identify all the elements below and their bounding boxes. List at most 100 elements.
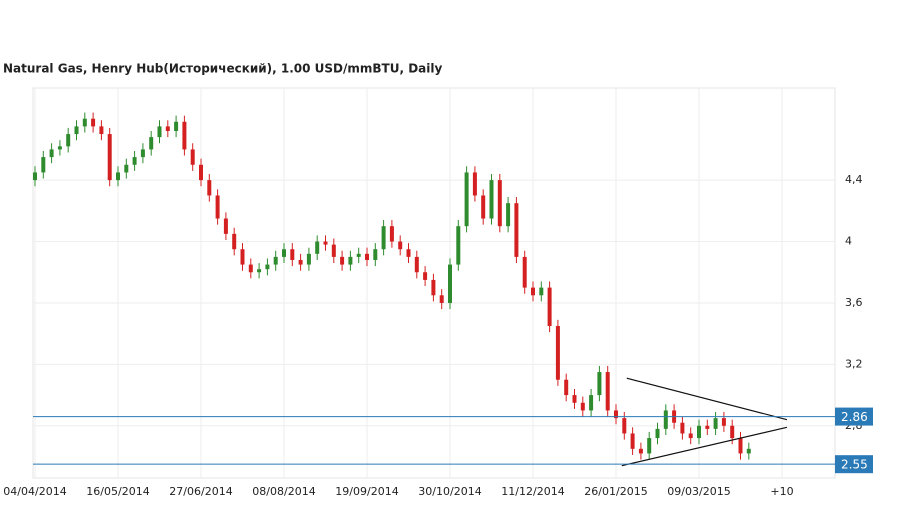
candle-body bbox=[439, 295, 444, 303]
trend-line bbox=[626, 377, 788, 421]
candle-body bbox=[713, 418, 718, 429]
candle-body bbox=[580, 402, 585, 411]
candle-body bbox=[33, 172, 37, 181]
x-tick-label: 27/06/2014 bbox=[169, 485, 232, 498]
candle-body bbox=[531, 287, 535, 296]
candle-body bbox=[647, 438, 652, 454]
candle-body bbox=[323, 241, 328, 245]
candle-body bbox=[99, 126, 104, 135]
candle-body bbox=[597, 372, 602, 396]
x-tick-label: 09/03/2015 bbox=[667, 485, 730, 498]
x-tick-label: 16/05/2014 bbox=[86, 485, 149, 498]
candle-body bbox=[340, 256, 345, 265]
candle-body bbox=[522, 256, 527, 288]
candle-body bbox=[348, 256, 353, 265]
chart-title: Natural Gas, Henry Hub(Исторический), 1.… bbox=[3, 62, 443, 76]
candle-body bbox=[207, 180, 212, 196]
candle-body bbox=[240, 249, 245, 265]
candle-body bbox=[614, 410, 618, 419]
candle-body bbox=[116, 172, 120, 181]
x-tick-label: 04/04/2014 bbox=[3, 485, 66, 498]
candle-body bbox=[423, 272, 428, 280]
level-label: 2.55 bbox=[841, 458, 868, 472]
candle-body bbox=[273, 256, 278, 265]
candle-body bbox=[697, 425, 701, 439]
candle-body bbox=[157, 126, 162, 138]
candle-body bbox=[414, 256, 419, 273]
candle-body bbox=[174, 121, 179, 131]
y-tick-label: 3,2 bbox=[845, 357, 863, 370]
candle-body bbox=[730, 425, 735, 439]
candle-body bbox=[497, 180, 502, 227]
y-tick-label: 4,4 bbox=[845, 173, 863, 186]
candle-body bbox=[331, 244, 336, 257]
candle-body bbox=[464, 172, 469, 227]
candle-body bbox=[572, 395, 577, 403]
candle-body bbox=[481, 195, 486, 219]
candle-body bbox=[298, 259, 303, 265]
candle-body bbox=[215, 195, 220, 219]
candle-body bbox=[431, 279, 436, 296]
candle-body bbox=[282, 249, 286, 257]
candle-body bbox=[622, 418, 627, 434]
candle-body bbox=[165, 126, 170, 131]
candle-body bbox=[472, 172, 477, 196]
candle-body bbox=[506, 203, 511, 227]
candle-body bbox=[182, 121, 187, 150]
candle-body bbox=[688, 433, 693, 439]
x-tick-label: 26/01/2015 bbox=[584, 485, 647, 498]
candle-body bbox=[223, 218, 228, 234]
candle-body bbox=[589, 395, 594, 411]
y-tick-label: 4 bbox=[845, 235, 852, 248]
candle-body bbox=[356, 253, 361, 257]
level-label: 2.86 bbox=[841, 410, 868, 424]
candle-body bbox=[132, 157, 137, 165]
candle-body bbox=[456, 226, 461, 265]
x-tick-label: 30/10/2014 bbox=[418, 485, 481, 498]
candle-body bbox=[680, 422, 685, 434]
candle-body bbox=[746, 448, 751, 454]
candle-body bbox=[605, 372, 610, 411]
candle-body bbox=[655, 428, 660, 439]
candle-body bbox=[74, 126, 79, 135]
x-tick-label: 19/09/2014 bbox=[335, 485, 398, 498]
candle-body bbox=[107, 134, 112, 181]
candle-body bbox=[738, 438, 743, 454]
candle-body bbox=[315, 241, 320, 254]
candle-body bbox=[232, 233, 237, 250]
candle-body bbox=[124, 164, 129, 173]
candle-body bbox=[290, 249, 295, 260]
y-tick-label: 3,6 bbox=[845, 296, 863, 309]
candle-body bbox=[199, 164, 203, 181]
level-box bbox=[835, 407, 873, 426]
candle-body bbox=[381, 226, 386, 250]
candle-body bbox=[91, 118, 96, 127]
x-tick-label: 11/12/2014 bbox=[501, 485, 564, 498]
candle-body bbox=[265, 264, 270, 270]
candle-body bbox=[306, 253, 311, 265]
candle-body bbox=[248, 264, 253, 273]
level-box bbox=[835, 455, 873, 474]
candle-body bbox=[705, 425, 710, 429]
candle-body bbox=[663, 410, 668, 429]
candle-body bbox=[41, 157, 46, 173]
candle-body bbox=[489, 180, 494, 219]
candle-body bbox=[555, 325, 560, 380]
candle-body bbox=[448, 264, 452, 303]
candle-body bbox=[630, 433, 635, 449]
candle-body bbox=[638, 448, 643, 454]
candle-body bbox=[514, 203, 519, 257]
candle-body bbox=[57, 146, 62, 150]
candle-body bbox=[564, 379, 569, 396]
candle-body bbox=[257, 269, 262, 273]
candle-body bbox=[82, 118, 87, 127]
candle-body bbox=[373, 249, 378, 260]
x-tick-label: +10 bbox=[770, 485, 793, 498]
candle-body bbox=[406, 249, 411, 257]
candle-body bbox=[547, 287, 552, 326]
x-tick-label: 08/08/2014 bbox=[252, 485, 315, 498]
trend-line bbox=[621, 426, 788, 467]
candle-body bbox=[140, 149, 145, 158]
candle-body bbox=[398, 241, 403, 250]
